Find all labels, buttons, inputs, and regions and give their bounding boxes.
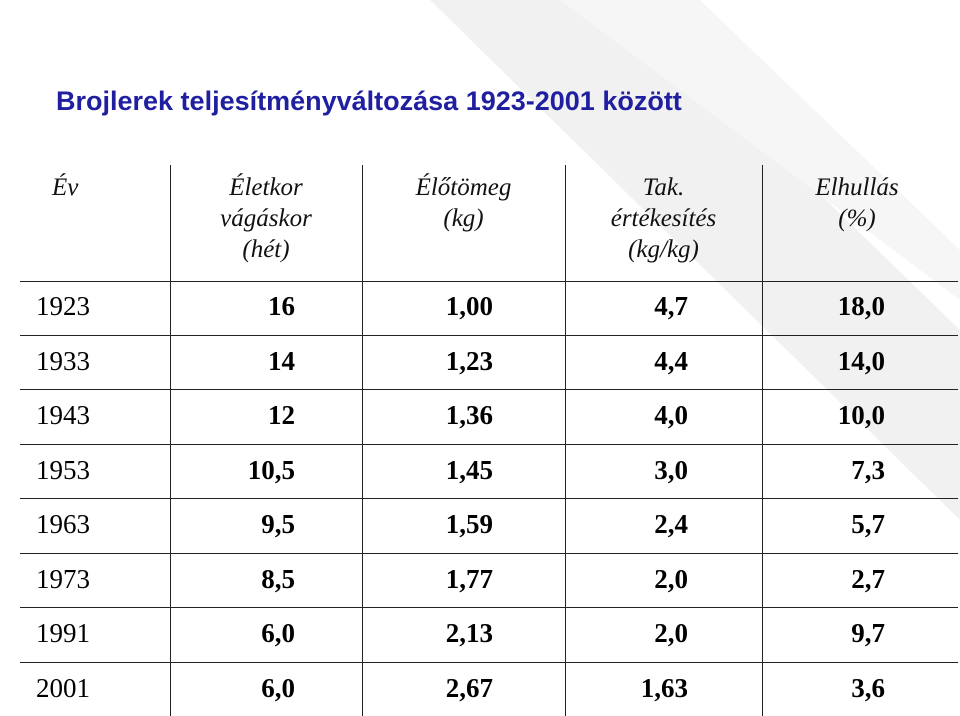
value: 1,77 — [445, 563, 493, 594]
value: 6,0 — [261, 618, 295, 648]
value: 6,0 — [261, 672, 295, 703]
value: 1,59 — [445, 509, 493, 539]
value: 1,00 — [445, 291, 493, 321]
header-line: Elhullás — [815, 174, 899, 201]
value: 2,67 — [445, 672, 493, 703]
row-line — [20, 607, 958, 608]
value: 10,5 — [247, 454, 295, 485]
header-line: Év — [52, 174, 79, 201]
year: 1973 — [36, 563, 90, 594]
header-cell: Elhullás (%) — [762, 172, 952, 234]
value: 12 — [268, 400, 295, 430]
column-line — [362, 165, 363, 716]
value: 3,0 — [654, 454, 688, 485]
value: 2,13 — [445, 618, 493, 648]
column-line — [565, 165, 566, 716]
year: 2001 — [36, 672, 90, 703]
header-cell: Év — [52, 172, 162, 203]
header-cell: Élőtömeg (kg) — [362, 172, 565, 234]
year: 1923 — [36, 291, 90, 321]
header-line: (kg) — [443, 205, 484, 232]
value: 3,6 — [851, 672, 885, 703]
value: 1,63 — [640, 672, 688, 703]
value: 8,5 — [261, 563, 295, 594]
value: 9,5 — [261, 509, 295, 539]
year: 1943 — [36, 400, 90, 430]
value: 10,0 — [837, 400, 885, 430]
row-line — [20, 334, 958, 336]
header-line: Élőtömeg — [415, 174, 512, 201]
value: 2,4 — [654, 509, 688, 539]
value: 18,0 — [837, 291, 885, 321]
value: 16 — [268, 291, 295, 321]
value: 1,36 — [445, 400, 493, 430]
row-line — [20, 443, 958, 445]
value: 4,0 — [654, 400, 688, 430]
header-line: (kg/kg) — [628, 236, 699, 263]
header-line: vágáskor — [220, 205, 312, 232]
row-line — [20, 552, 958, 554]
column-line — [170, 165, 171, 716]
value: 7,3 — [851, 454, 885, 485]
value: 4,4 — [654, 345, 688, 376]
header-cell: Életkor vágáskor (hét) — [170, 172, 362, 265]
header-line: (hét) — [242, 236, 290, 263]
value: 2,7 — [851, 563, 885, 594]
year: 1953 — [36, 454, 90, 485]
value: 4,7 — [654, 291, 688, 321]
row-line — [20, 498, 958, 499]
row-line — [20, 661, 958, 663]
value: 14 — [268, 345, 295, 376]
value: 1,45 — [445, 454, 493, 485]
header-line: értékesítés — [610, 205, 717, 232]
value: 2,0 — [654, 618, 688, 648]
year: 1991 — [36, 618, 90, 648]
title: Brojlerek teljesítményváltozása 1923-200… — [56, 86, 682, 116]
header-line: Életkor — [229, 174, 303, 201]
value: 9,7 — [851, 618, 885, 648]
value: 2,0 — [654, 563, 688, 594]
value: 14,0 — [837, 345, 885, 376]
value: 5,7 — [851, 509, 885, 539]
year: 1963 — [36, 509, 90, 539]
header-line: Tak. — [642, 174, 685, 201]
header-line — [20, 281, 958, 282]
year: 1933 — [36, 345, 90, 376]
row-line — [20, 389, 958, 390]
header-cell: Tak. értékesítés (kg/kg) — [565, 172, 762, 265]
header-line: (%) — [838, 205, 876, 232]
column-line — [762, 165, 763, 716]
value: 1,23 — [445, 345, 493, 376]
